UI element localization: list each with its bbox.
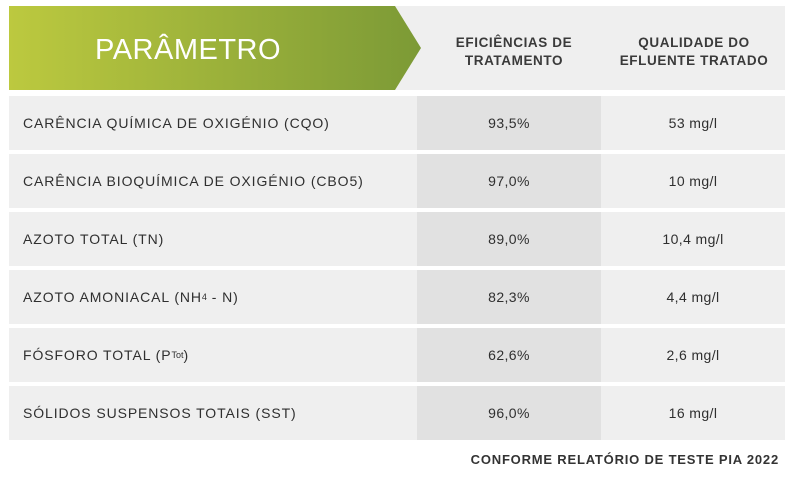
parameter-header-label: PARÂMETRO xyxy=(95,34,282,66)
parameter-name-subscript: 4 xyxy=(201,292,207,302)
parameter-name-suffix: ) xyxy=(183,347,190,363)
source-note: CONFORME RELATÓRIO DE TESTE PIA 2022 xyxy=(470,452,779,467)
banner-arrow-shape xyxy=(9,6,421,90)
efficiency-value: 97,0% xyxy=(417,154,601,208)
quality-value: 10,4 mg/l xyxy=(601,212,785,266)
table-row: FÓSFORO TOTAL (P Tot) 62,6% 2,6 mg/l xyxy=(9,328,785,382)
table-body: CARÊNCIA QUÍMICA DE OXIGÉNIO (CQO) 93,5%… xyxy=(9,96,785,440)
quality-value: 10 mg/l xyxy=(601,154,785,208)
quality-column-header: QUALIDADE DO EFLUENTE TRATADO xyxy=(603,34,785,70)
table-row: CARÊNCIA BIOQUÍMICA DE OXIGÉNIO (CBO5) 9… xyxy=(9,154,785,208)
parameter-name-prefix: FÓSFORO TOTAL (P xyxy=(23,347,172,363)
parameter-name-suffix: - N) xyxy=(206,289,239,305)
table-row: AZOTO TOTAL (TN) 89,0% 10,4 mg/l xyxy=(9,212,785,266)
quality-value: 4,4 mg/l xyxy=(601,270,785,324)
parameter-name: SÓLIDOS SUSPENSOS TOTAIS (SST) xyxy=(9,386,417,440)
table-row: SÓLIDOS SUSPENSOS TOTAIS (SST) 96,0% 16 … xyxy=(9,386,785,440)
efficiency-header-line1: EFICIÊNCIAS DE xyxy=(455,35,573,50)
parameter-banner: PARÂMETRO xyxy=(9,6,429,90)
parameter-name: CARÊNCIA BIOQUÍMICA DE OXIGÉNIO (CBO5) xyxy=(9,154,417,208)
parameter-name: AZOTO TOTAL (TN) xyxy=(9,212,417,266)
parameter-name-subscript: Tot xyxy=(171,350,184,360)
efficiency-header-line2: TRATAMENTO xyxy=(464,53,564,68)
parameters-table: PARÂMETRO EFICIÊNCIAS DE TRATAMENTO QUAL… xyxy=(9,6,785,440)
quality-header-line2: EFLUENTE TRATADO xyxy=(619,53,769,68)
efficiency-value: 96,0% xyxy=(417,386,601,440)
quality-value: 16 mg/l xyxy=(601,386,785,440)
parameter-name: CARÊNCIA QUÍMICA DE OXIGÉNIO (CQO) xyxy=(9,96,417,150)
parameter-name-prefix: AZOTO AMONIACAL (NH xyxy=(23,289,202,305)
quality-header-line1: QUALIDADE DO xyxy=(638,35,750,50)
table-row: AZOTO AMONIACAL (NH 4 - N) 82,3% 4,4 mg/l xyxy=(9,270,785,324)
quality-value: 53 mg/l xyxy=(601,96,785,150)
efficiency-value: 93,5% xyxy=(417,96,601,150)
quality-value: 2,6 mg/l xyxy=(601,328,785,382)
efficiency-value: 62,6% xyxy=(417,328,601,382)
efficiency-value: 89,0% xyxy=(417,212,601,266)
efficiency-column-header: EFICIÊNCIAS DE TRATAMENTO xyxy=(429,34,599,70)
parameter-name: AZOTO AMONIACAL (NH 4 - N) xyxy=(9,270,417,324)
parameter-name: FÓSFORO TOTAL (P Tot) xyxy=(9,328,417,382)
table-header: PARÂMETRO EFICIÊNCIAS DE TRATAMENTO QUAL… xyxy=(9,6,785,90)
table-row: CARÊNCIA QUÍMICA DE OXIGÉNIO (CQO) 93,5%… xyxy=(9,96,785,150)
efficiency-value: 82,3% xyxy=(417,270,601,324)
